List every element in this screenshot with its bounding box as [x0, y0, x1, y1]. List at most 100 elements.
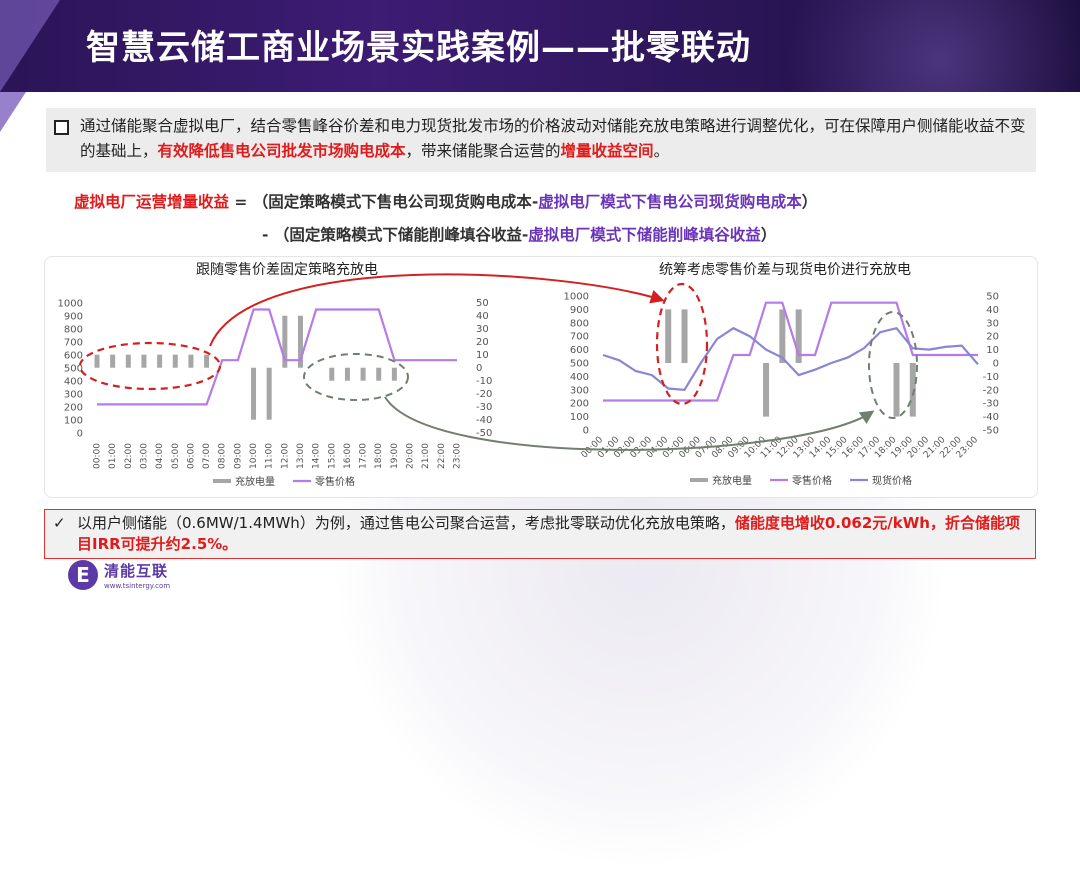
charge-discharge-bar: [665, 309, 672, 363]
x-axis-tick: 15:00: [327, 443, 337, 469]
right-axis-tick: 50: [476, 298, 489, 309]
charge-discharge-bar: [266, 367, 272, 420]
left-axis-tick: 200: [570, 399, 589, 410]
x-axis-tick: 20:00: [406, 443, 416, 469]
logo-url: www.tsintergy.com: [104, 582, 171, 590]
left-axis-tick: 900: [64, 312, 83, 323]
left-axis-tick: 100: [570, 412, 589, 423]
formula-minus-2: -: [521, 226, 529, 244]
right-axis-tick: -20: [476, 389, 492, 400]
connector-arrow-red: [209, 273, 665, 347]
right-axis-tick: 20: [476, 337, 489, 348]
retail-price-line: [97, 308, 457, 406]
left-axis-tick: 500: [570, 359, 589, 370]
left-axis-tick: 1000: [58, 299, 83, 310]
spot-price-line: [602, 326, 979, 391]
formula-term-d: 虚拟电厂模式下储能削峰填谷收益: [528, 226, 761, 244]
header-decoration: [0, 0, 60, 92]
right-axis-tick: 30: [986, 318, 999, 329]
left-axis-tick: 600: [570, 345, 589, 356]
charge-discharge-bar: [681, 309, 688, 363]
right-axis-tick: -10: [476, 376, 492, 387]
x-axis-tick: 21:00: [421, 443, 431, 469]
left-axis-tick: 800: [64, 325, 83, 336]
conclusion-highlight: 储能度电增收0.062元/kWh，折合储能项目IRR可提升约2.5%。: [77, 514, 1020, 553]
left-axis-tick: 900: [570, 305, 589, 316]
left-axis-tick: 800: [570, 318, 589, 329]
x-axis-tick: 19:00: [390, 443, 400, 469]
right-axis-tick: -40: [476, 415, 492, 426]
right-axis-tick: 10: [476, 350, 489, 361]
left-axis-tick: 500: [64, 364, 83, 375]
left-axis-tick: 300: [64, 390, 83, 401]
checkmark-icon: ✓: [53, 514, 66, 532]
left-axis-tick: 0: [77, 429, 83, 440]
charge-discharge-bar: [110, 354, 116, 368]
right-axis-tick: -50: [983, 426, 999, 437]
left-axis-tick: 400: [64, 377, 83, 388]
chart-title: 跟随零售价差固定策略充放电: [196, 261, 378, 278]
intro-part3: 。: [653, 142, 670, 160]
charge-discharge-bar: [360, 367, 366, 381]
right-axis-tick: -10: [983, 372, 999, 383]
intro-highlight-income: 增量收益空间: [560, 142, 654, 160]
right-axis-tick: -40: [983, 412, 999, 423]
right-axis-tick: -50: [476, 428, 492, 439]
charge-discharge-bar: [94, 354, 100, 368]
right-axis-tick: -20: [983, 385, 999, 396]
legend-label: 现货价格: [872, 474, 912, 487]
header-banner: 智慧云储工商业场景实践案例——批零联动: [0, 0, 1080, 92]
left-axis-tick: 300: [570, 385, 589, 396]
left-axis-tick: 100: [64, 416, 83, 427]
left-axis-tick: 0: [583, 426, 589, 437]
left-axis-tick: 200: [64, 403, 83, 414]
charge-discharge-bar: [909, 363, 916, 417]
x-axis-tick: 17:00: [359, 443, 369, 469]
highlight-circle-red: [78, 341, 222, 391]
formula-close-2: ）: [760, 226, 777, 244]
charge-discharge-bar: [157, 354, 163, 368]
legend-swatch-bar: [690, 478, 708, 482]
x-axis-tick: 11:00: [265, 443, 275, 469]
charge-discharge-bar: [251, 367, 257, 420]
x-axis-tick: 23:00: [453, 443, 463, 469]
charge-discharge-bar: [282, 315, 288, 368]
legend-label: 零售价格: [315, 475, 355, 488]
right-axis-tick: 40: [476, 311, 489, 322]
formula-eq: = （: [229, 193, 269, 211]
charge-discharge-bar: [344, 367, 350, 381]
charge-discharge-bar: [391, 367, 397, 381]
formula-open-2: - （: [262, 226, 290, 244]
charge-discharge-bar: [172, 354, 178, 368]
charge-discharge-bar: [329, 367, 335, 381]
left-axis-tick: 700: [64, 338, 83, 349]
legend-label: 零售价格: [792, 474, 832, 487]
right-axis-tick: 0: [476, 363, 482, 374]
charts-svg: 跟随零售价差固定策略充放电010020030040050060070080090…: [58, 261, 999, 488]
checkbox-square-icon: [54, 120, 69, 135]
page-title: 智慧云储工商业场景实践案例——批零联动: [86, 28, 751, 68]
formula-minus-1: -: [531, 193, 539, 211]
retail-price-line: [603, 301, 978, 402]
left-axis-tick: 600: [64, 351, 83, 362]
x-axis-tick: 16:00: [343, 443, 353, 469]
legend-label: 充放电量: [712, 474, 752, 487]
right-axis-tick: -30: [983, 399, 999, 410]
right-axis-tick: 40: [986, 305, 999, 316]
formula-lhs: 虚拟电厂运营增量收益: [74, 193, 230, 211]
left-axis-tick: 1000: [564, 292, 589, 303]
charge-discharge-bar: [297, 315, 303, 368]
left-axis-tick: 700: [570, 332, 589, 343]
charge-discharge-bar: [125, 354, 131, 368]
right-axis-tick: 30: [476, 324, 489, 335]
right-axis-tick: 0: [993, 359, 999, 370]
right-axis-tick: -30: [476, 402, 492, 413]
charge-discharge-bar: [141, 354, 147, 368]
charge-discharge-bar: [376, 367, 382, 381]
x-axis-tick: 05:00: [171, 443, 181, 469]
formula-term-a: 固定策略模式下售电公司现货购电成本: [268, 193, 532, 211]
highlight-circle-gray: [303, 353, 409, 401]
x-axis-tick: 03:00: [139, 443, 149, 469]
x-axis-tick: 13:00: [296, 443, 306, 469]
charge-discharge-bar: [779, 309, 786, 363]
